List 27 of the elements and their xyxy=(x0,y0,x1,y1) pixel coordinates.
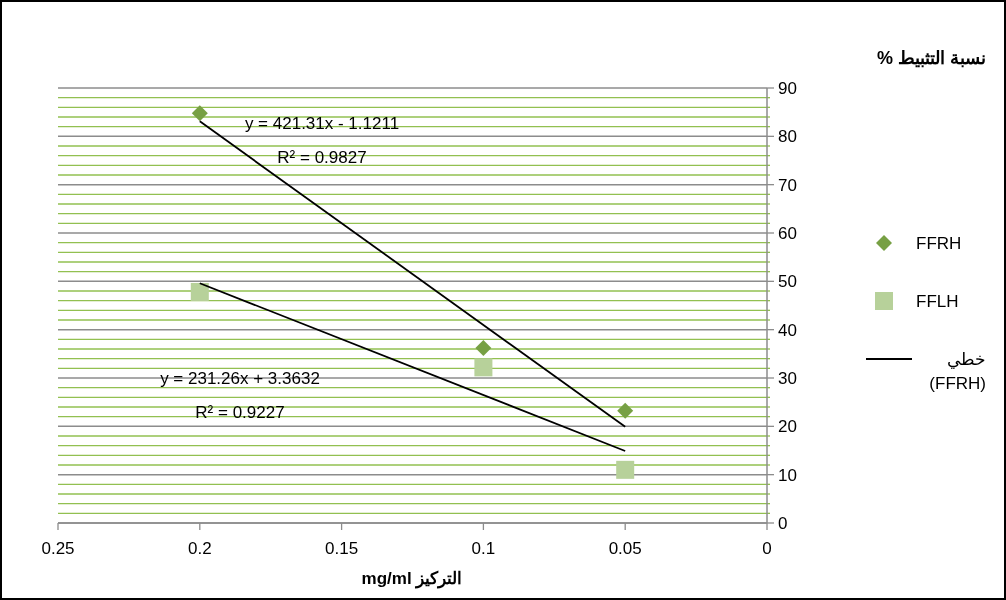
y-tick-label: 50 xyxy=(778,272,797,292)
point xyxy=(617,402,634,419)
y-tick-label: 60 xyxy=(778,224,797,243)
y-axis-title: نسبة التثبيط % xyxy=(876,48,986,68)
y-tick-label: 70 xyxy=(778,175,797,195)
y-tick-label: 20 xyxy=(778,417,797,437)
point xyxy=(616,460,635,479)
y-tick-label: 0 xyxy=(778,514,788,533)
annotation: y = 231.26x + 3.3632 xyxy=(160,369,320,388)
x-tick-label: 0.2 xyxy=(187,539,212,558)
y-tick-label: 10 xyxy=(778,465,797,485)
x-tick-label: 0.15 xyxy=(325,539,359,558)
y-tick-label: 80 xyxy=(778,127,797,147)
x-tick-label: 0.25 xyxy=(41,539,75,558)
x-axis-title: التركيز mg/ml xyxy=(361,569,463,589)
x-tick-label: 0.1 xyxy=(471,539,496,558)
x-tick-label: 0.05 xyxy=(608,539,642,558)
point xyxy=(191,105,208,122)
legend-label: FFLH xyxy=(916,292,959,311)
x-tick-label: 0 xyxy=(762,539,772,558)
y-tick-label: 30 xyxy=(778,369,797,388)
point xyxy=(475,340,492,357)
point xyxy=(474,358,493,377)
y-tick-label: 90 xyxy=(778,79,797,98)
legend-label: FFRH xyxy=(916,234,962,253)
y-tick-label: 40 xyxy=(778,320,797,340)
point xyxy=(190,282,209,301)
